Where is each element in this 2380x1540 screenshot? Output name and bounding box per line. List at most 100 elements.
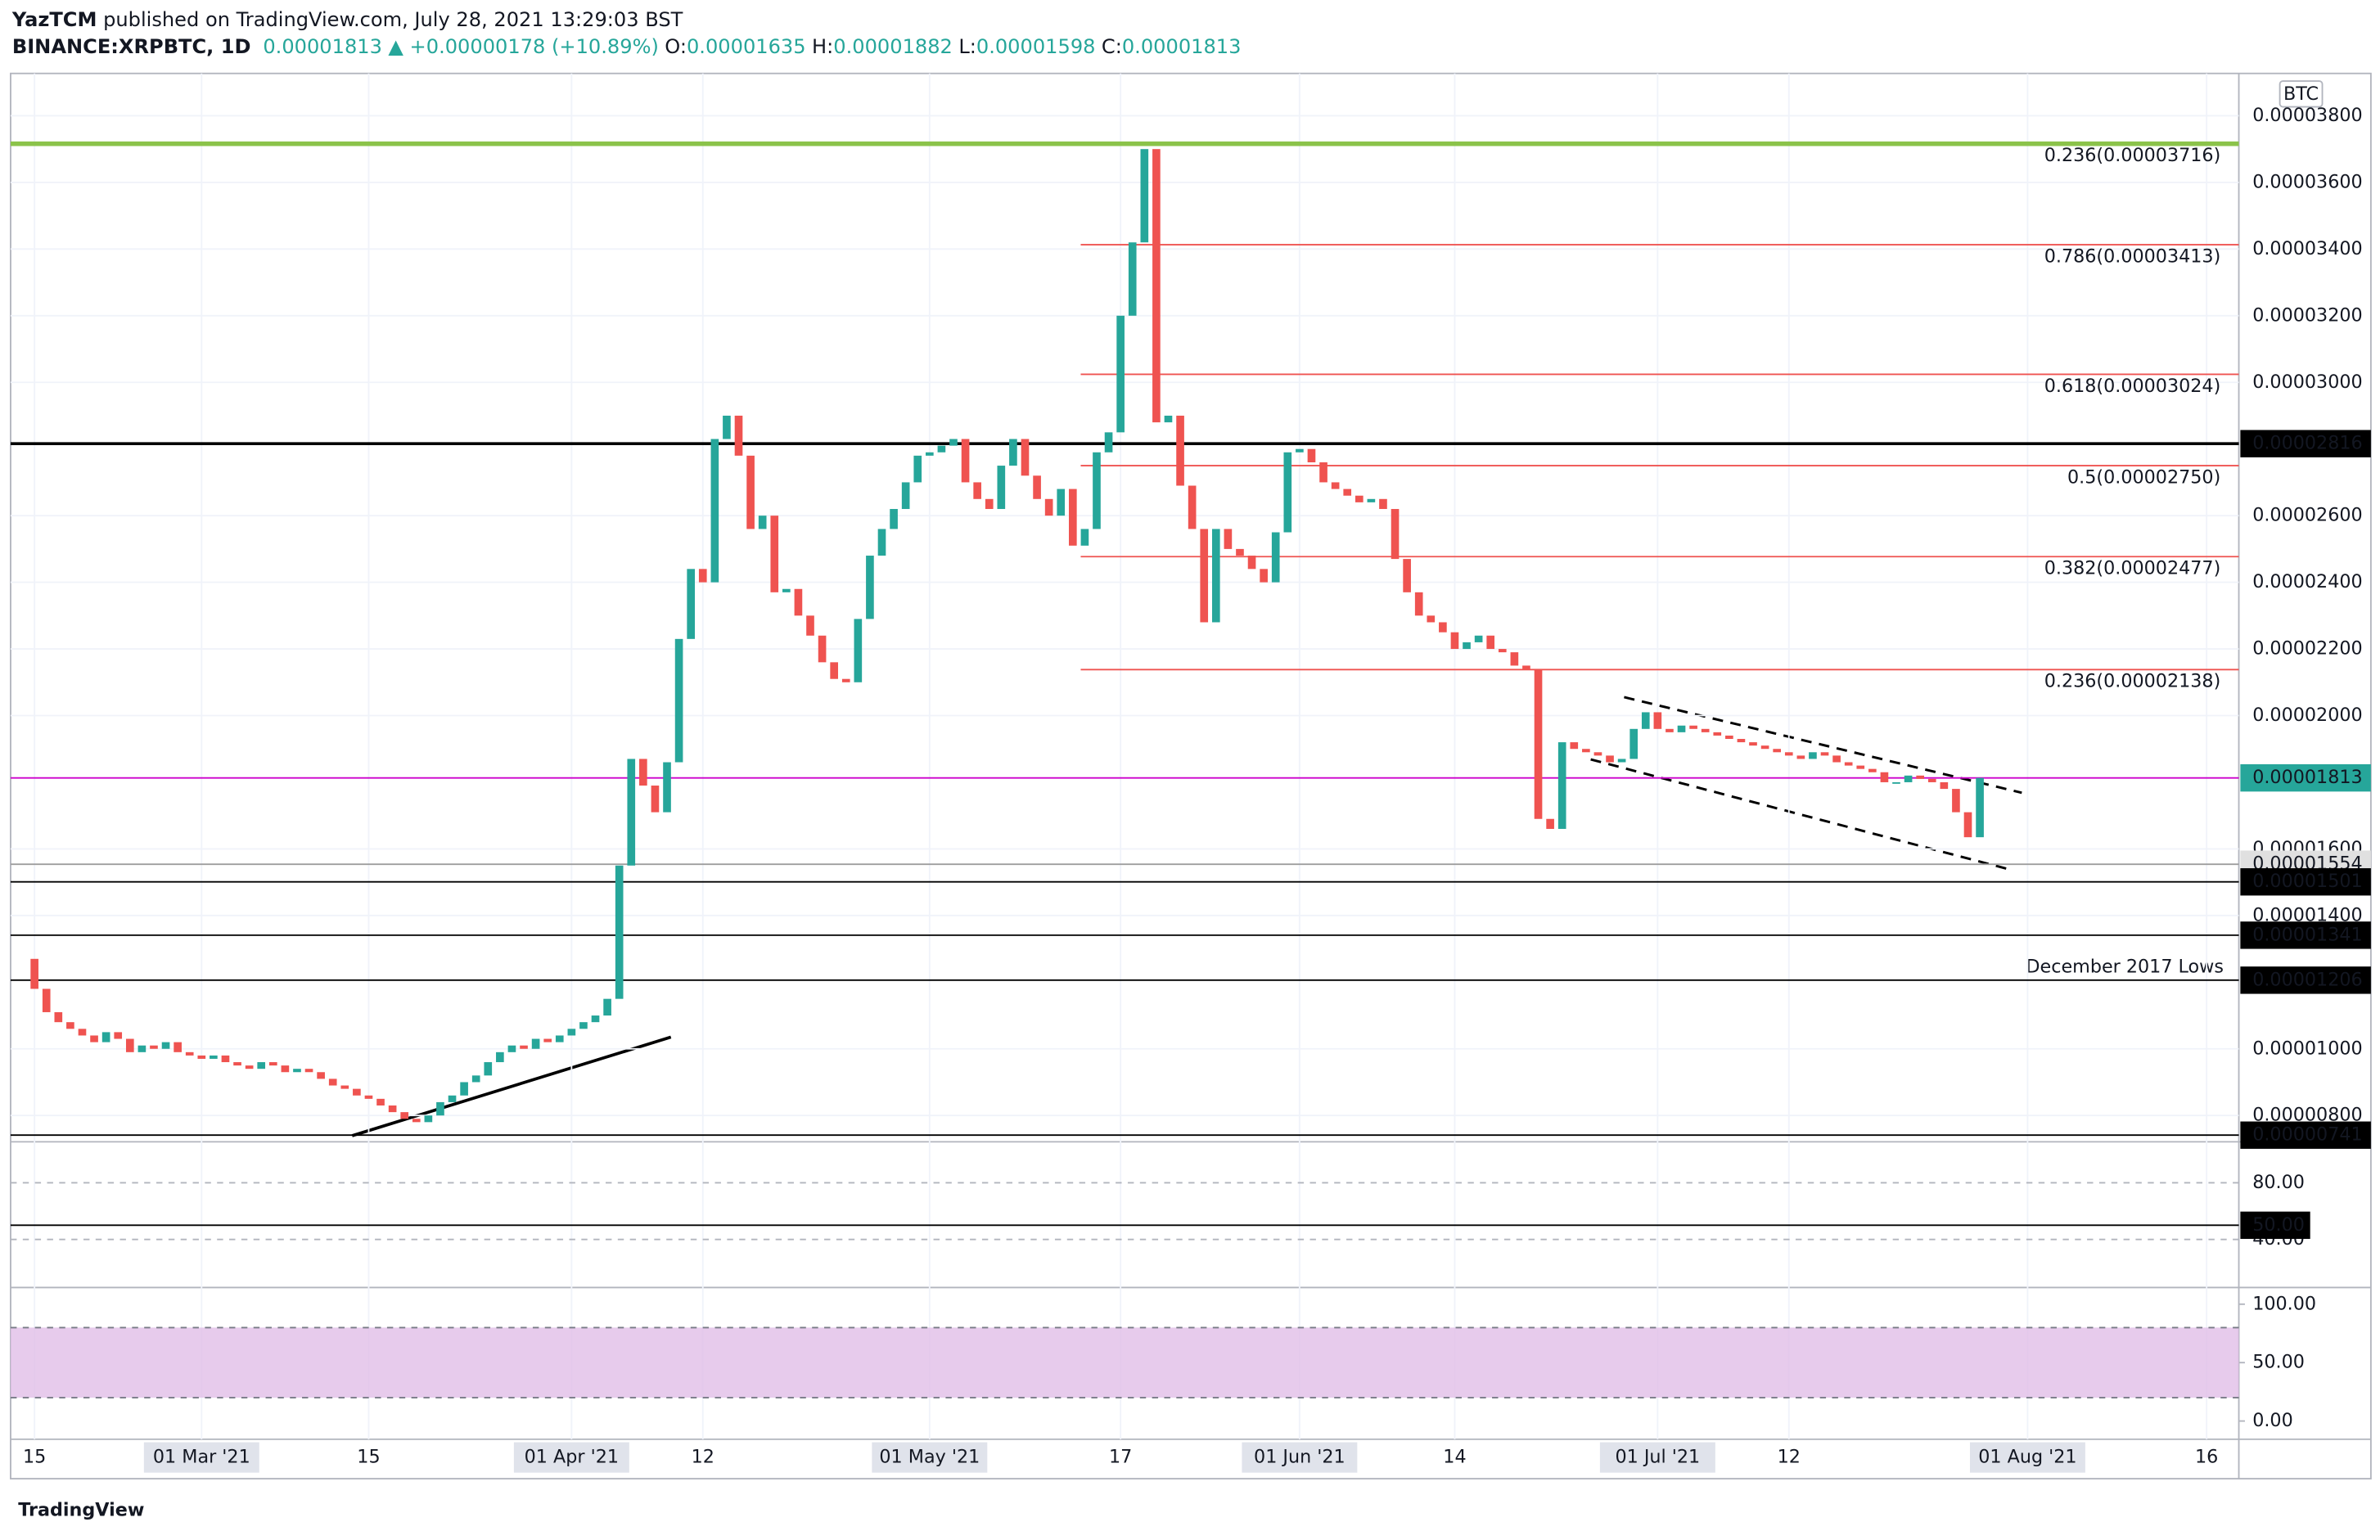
- band: [10, 1327, 2239, 1398]
- logo: TradingView: [18, 1500, 144, 1521]
- y-tick-label: 0.00002400: [2252, 571, 2362, 592]
- candle: [1844, 762, 1853, 766]
- candle: [746, 455, 755, 529]
- candle: [1439, 622, 1447, 633]
- candle: [698, 569, 707, 583]
- candle: [304, 1069, 313, 1073]
- candle: [1463, 642, 1471, 650]
- candle: [758, 516, 767, 529]
- x-tick-label: 14: [1443, 1447, 1466, 1468]
- h: 0.00001882: [833, 35, 953, 58]
- candle: [1403, 559, 1411, 592]
- candle: [1450, 632, 1459, 650]
- candle: [674, 638, 683, 763]
- price-label: 0.00001501: [2252, 871, 2362, 892]
- x-tick-box: [872, 1442, 988, 1473]
- candle: [340, 1085, 349, 1089]
- candle: [1104, 432, 1113, 453]
- candle: [137, 1045, 146, 1052]
- candle: [1940, 781, 1949, 790]
- c-label: C:: [1102, 35, 1122, 58]
- candle: [66, 1022, 74, 1029]
- ref-label: 50.00: [2252, 1214, 2305, 1236]
- candle: [639, 759, 647, 786]
- x-tick-label: 01 Mar '21: [153, 1447, 250, 1468]
- candle: [1331, 482, 1340, 489]
- candle: [1498, 649, 1507, 653]
- candle: [1641, 712, 1650, 729]
- candle: [221, 1055, 230, 1063]
- candle: [866, 556, 874, 619]
- note: December 2017 Lows: [2026, 957, 2224, 978]
- candle: [926, 452, 934, 456]
- x-tick-box: [143, 1442, 259, 1473]
- y-tick-label: 0.00001000: [2252, 1038, 2362, 1059]
- x-tick-label: 12: [1778, 1447, 1801, 1468]
- ref-box: [2240, 1211, 2310, 1240]
- author: YazTCM: [11, 8, 97, 31]
- candle: [1976, 777, 1984, 838]
- candle: [1283, 452, 1292, 533]
- candle: [1033, 475, 1041, 499]
- candle: [1916, 775, 1924, 779]
- x-tick-box: [1242, 1442, 1358, 1473]
- candle: [328, 1078, 337, 1086]
- candle: [281, 1065, 290, 1073]
- candle: [400, 1112, 409, 1119]
- candle: [818, 635, 827, 663]
- fib-label: 0.236(0.00002138): [2044, 671, 2221, 692]
- candle: [1140, 149, 1149, 243]
- o: 0.00001635: [687, 35, 806, 58]
- candle: [1427, 615, 1436, 623]
- candle: [794, 588, 803, 616]
- candle: [710, 439, 719, 583]
- candle: [150, 1045, 158, 1049]
- candle: [1677, 725, 1686, 732]
- candle: [1963, 812, 1972, 838]
- candle: [436, 1101, 444, 1116]
- candle: [448, 1095, 457, 1102]
- currency-box: [2279, 80, 2324, 108]
- candle: [1868, 768, 1877, 772]
- o-label: O:: [665, 35, 687, 58]
- candle: [293, 1069, 301, 1073]
- candle: [603, 998, 611, 1016]
- candle: [854, 619, 863, 682]
- candle: [913, 455, 922, 483]
- candle: [101, 1032, 110, 1042]
- candle: [1606, 755, 1614, 763]
- candle: [1773, 749, 1782, 753]
- candle: [78, 1029, 87, 1036]
- candle: [543, 1038, 552, 1042]
- candle: [1653, 712, 1662, 729]
- candle: [412, 1119, 421, 1123]
- candle: [591, 1015, 600, 1023]
- l-label: L:: [958, 35, 976, 58]
- candle: [1593, 752, 1602, 756]
- y-tick-label: 100.00: [2252, 1293, 2316, 1314]
- candle: [663, 762, 671, 813]
- candle: [1820, 752, 1829, 756]
- candle: [42, 988, 51, 1012]
- candle: [30, 958, 38, 989]
- candle: [317, 1072, 325, 1079]
- trend-line: [1624, 696, 2022, 795]
- candle: [1152, 149, 1161, 423]
- candle: [185, 1051, 194, 1056]
- x-tick-label: 01 May '21: [879, 1447, 980, 1468]
- y-tick-label: 80.00: [2252, 1172, 2305, 1193]
- candle: [1176, 415, 1184, 486]
- header-line: YazTCM published on TradingView.com, Jul…: [11, 8, 683, 31]
- y-tick-label: 0.00002000: [2252, 705, 2362, 726]
- candle: [1271, 532, 1280, 583]
- candle: [1880, 772, 1889, 782]
- candle: [1247, 556, 1256, 570]
- candle: [615, 865, 624, 999]
- y-tick-label: 0.00: [2252, 1410, 2293, 1431]
- candle: [531, 1038, 540, 1049]
- candle: [1236, 548, 1244, 556]
- candle: [723, 415, 731, 439]
- candle: [1128, 242, 1137, 316]
- price-label-box: [2240, 868, 2371, 896]
